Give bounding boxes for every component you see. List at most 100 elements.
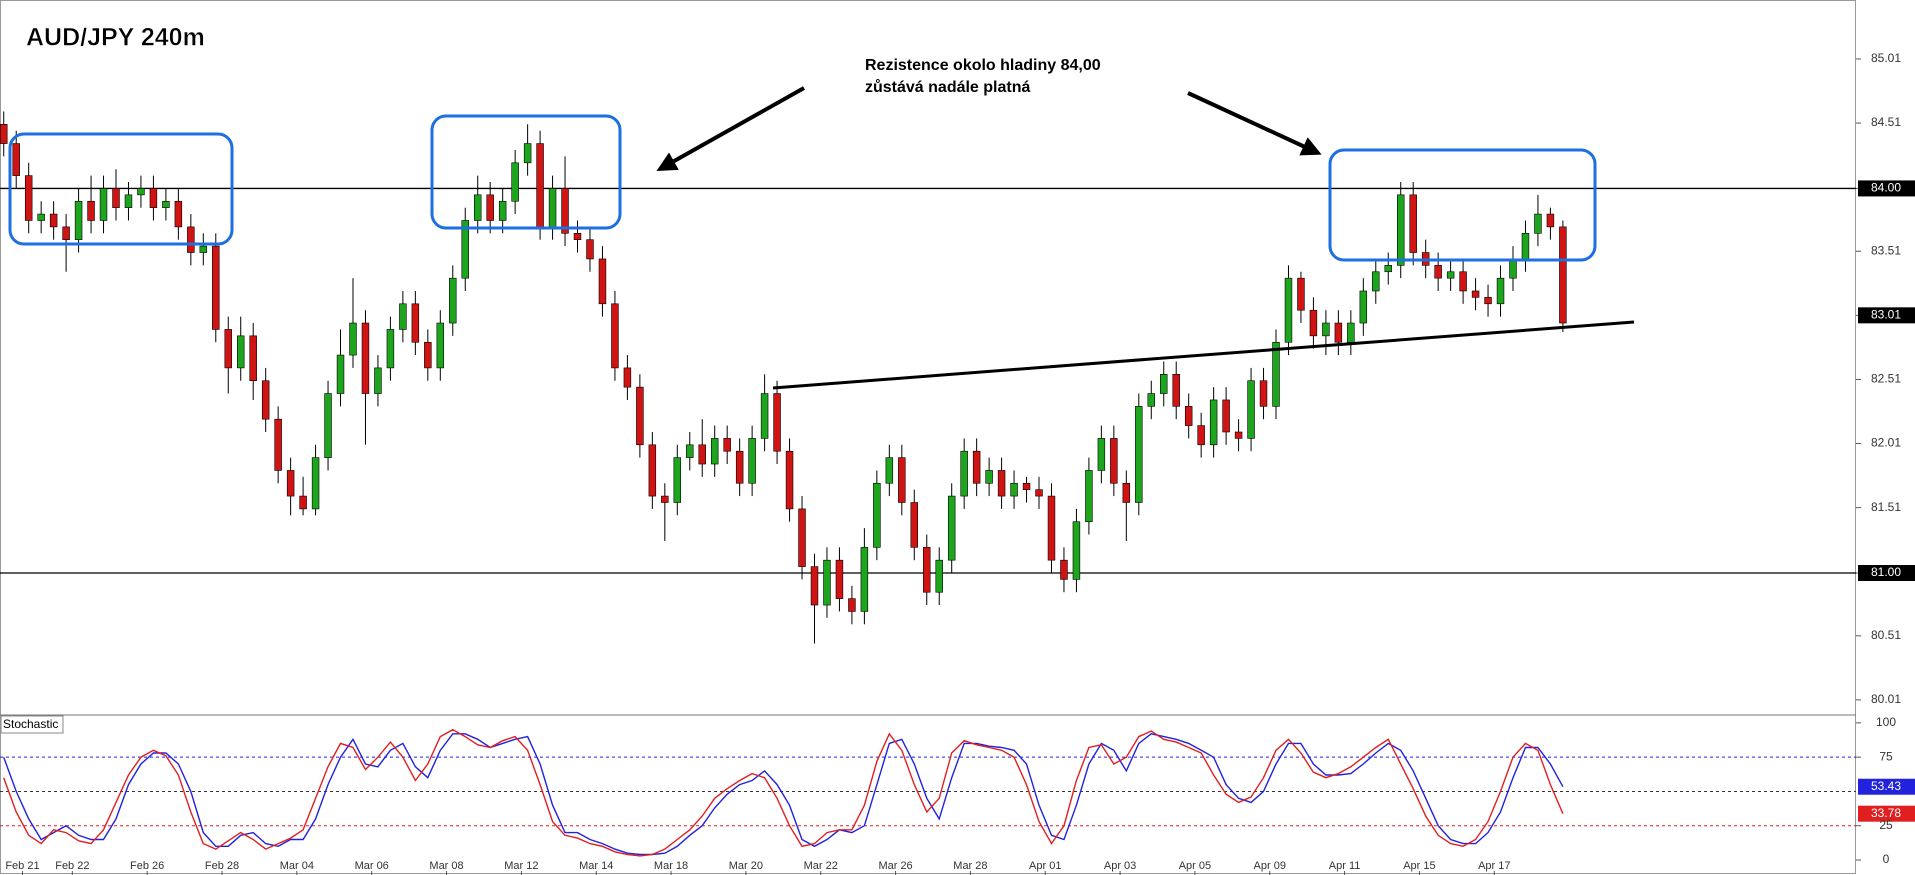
candle-body — [1496, 277, 1505, 305]
highlight-box — [430, 114, 622, 230]
candle-body — [399, 303, 407, 330]
y-tick-label: 100 — [1876, 715, 1896, 729]
candle-body — [1234, 431, 1243, 439]
x-tick-label: Mar 20 — [729, 860, 763, 872]
candle-body — [0, 124, 8, 144]
candle-body — [848, 598, 856, 612]
y-tick-label: 81.51 — [1871, 500, 1901, 514]
plot-frame — [0, 0, 1856, 874]
candle-body — [1209, 399, 1218, 446]
annotation-arrow — [656, 86, 805, 171]
candle-body — [149, 188, 158, 208]
x-tick-label: Mar 04 — [280, 860, 314, 872]
candle-body — [985, 470, 993, 484]
y-tick-label: 0 — [1883, 852, 1890, 866]
candle-body — [1297, 277, 1305, 311]
annotation-text: zůstává nadále platná — [865, 79, 1030, 96]
x-tick-label: Apr 15 — [1403, 860, 1435, 872]
candle-body — [1222, 399, 1230, 433]
candle-body — [237, 335, 245, 369]
candle-body — [548, 188, 557, 228]
candle-body — [411, 303, 420, 343]
chart-title: AUD/JPY 240m — [26, 24, 205, 52]
candle-body — [286, 470, 295, 497]
last-value-box — [1858, 778, 1915, 795]
x-tick-label: Apr 09 — [1254, 860, 1286, 872]
candle-body — [873, 482, 881, 548]
candle-body — [1359, 290, 1368, 324]
candle-body — [960, 450, 968, 497]
y-tick-label: 25 — [1879, 818, 1893, 832]
x-tick-label: Feb 28 — [205, 860, 239, 872]
candle-body — [1509, 258, 1517, 279]
candle-body — [274, 418, 282, 471]
stochastic-panel — [0, 728, 1856, 857]
candle-body — [1334, 322, 1343, 343]
candle-body — [1546, 213, 1555, 228]
candle-body — [449, 277, 457, 324]
candle-body — [972, 450, 981, 484]
candle-body — [1060, 559, 1068, 580]
x-tick-label: Apr 03 — [1104, 860, 1136, 872]
candle-body — [1434, 265, 1442, 279]
y-tick-highlight — [1858, 564, 1915, 581]
x-tick-label: Apr 01 — [1029, 860, 1061, 872]
candle-body — [773, 393, 781, 452]
candle-body — [586, 239, 594, 260]
candle-body — [1147, 393, 1155, 407]
candle-body — [1284, 277, 1293, 343]
y-tick-label: 75 — [1879, 749, 1893, 763]
x-tick-label: Apr 11 — [1329, 860, 1361, 872]
candle-body — [798, 508, 806, 567]
y-tick-highlight — [1858, 180, 1915, 197]
candle-body — [324, 393, 332, 458]
candle-body — [1047, 495, 1056, 561]
candle-body — [1459, 271, 1467, 292]
last-value-label: 33.78 — [1871, 806, 1901, 820]
candle-body — [723, 438, 731, 452]
candle-body — [1172, 374, 1180, 407]
x-tick-label: Mar 08 — [429, 860, 463, 872]
candle-body — [710, 438, 719, 465]
y-tick-label: 85.01 — [1871, 51, 1901, 65]
annotation-arrow — [1187, 91, 1322, 156]
candle-body — [1110, 438, 1118, 484]
candle-body — [1471, 290, 1480, 298]
y-tick-label: 82.01 — [1871, 436, 1901, 450]
candle-body — [910, 502, 919, 548]
y-tick-label: 83.51 — [1871, 243, 1901, 257]
x-tick-label: Mar 18 — [654, 860, 688, 872]
x-tick-label: Mar 12 — [504, 860, 538, 872]
candle-body — [860, 547, 869, 612]
candle-body — [1135, 406, 1143, 503]
last-value-label: 53.43 — [1871, 779, 1901, 793]
candle-body — [1384, 265, 1392, 273]
indicator-label: Stochastic — [3, 717, 58, 731]
x-tick-label: Mar 26 — [878, 860, 912, 872]
candle-body — [1559, 226, 1567, 324]
candle-body — [486, 194, 494, 221]
candle-body — [573, 232, 582, 241]
candle-body — [1484, 297, 1492, 305]
y-tick-label: 83.01 — [1871, 308, 1901, 322]
annotation-text: Rezistence okolo hladiny 84,00 — [865, 57, 1101, 74]
y-tick-label: 80.51 — [1871, 628, 1901, 642]
candle-body — [74, 200, 83, 241]
y-tick-label: 80.01 — [1871, 692, 1901, 706]
candle-body — [810, 566, 819, 606]
candle-body — [1197, 425, 1205, 446]
y-tick-label: 82.51 — [1871, 372, 1901, 386]
x-tick-label: Feb 21 — [5, 860, 39, 872]
candle-body — [349, 322, 357, 356]
indicator-label-box — [0, 715, 64, 734]
candle-body — [1097, 438, 1106, 471]
candle-body — [748, 438, 756, 484]
candle-body — [1072, 521, 1081, 580]
y-tick-highlight — [1858, 307, 1915, 324]
x-tick-label: Apr 17 — [1478, 860, 1510, 872]
candle-body — [523, 143, 532, 164]
candle-body — [162, 200, 170, 208]
candle-body — [174, 200, 183, 228]
x-tick-label: Mar 14 — [579, 860, 613, 872]
x-tick-label: Feb 26 — [130, 860, 164, 872]
